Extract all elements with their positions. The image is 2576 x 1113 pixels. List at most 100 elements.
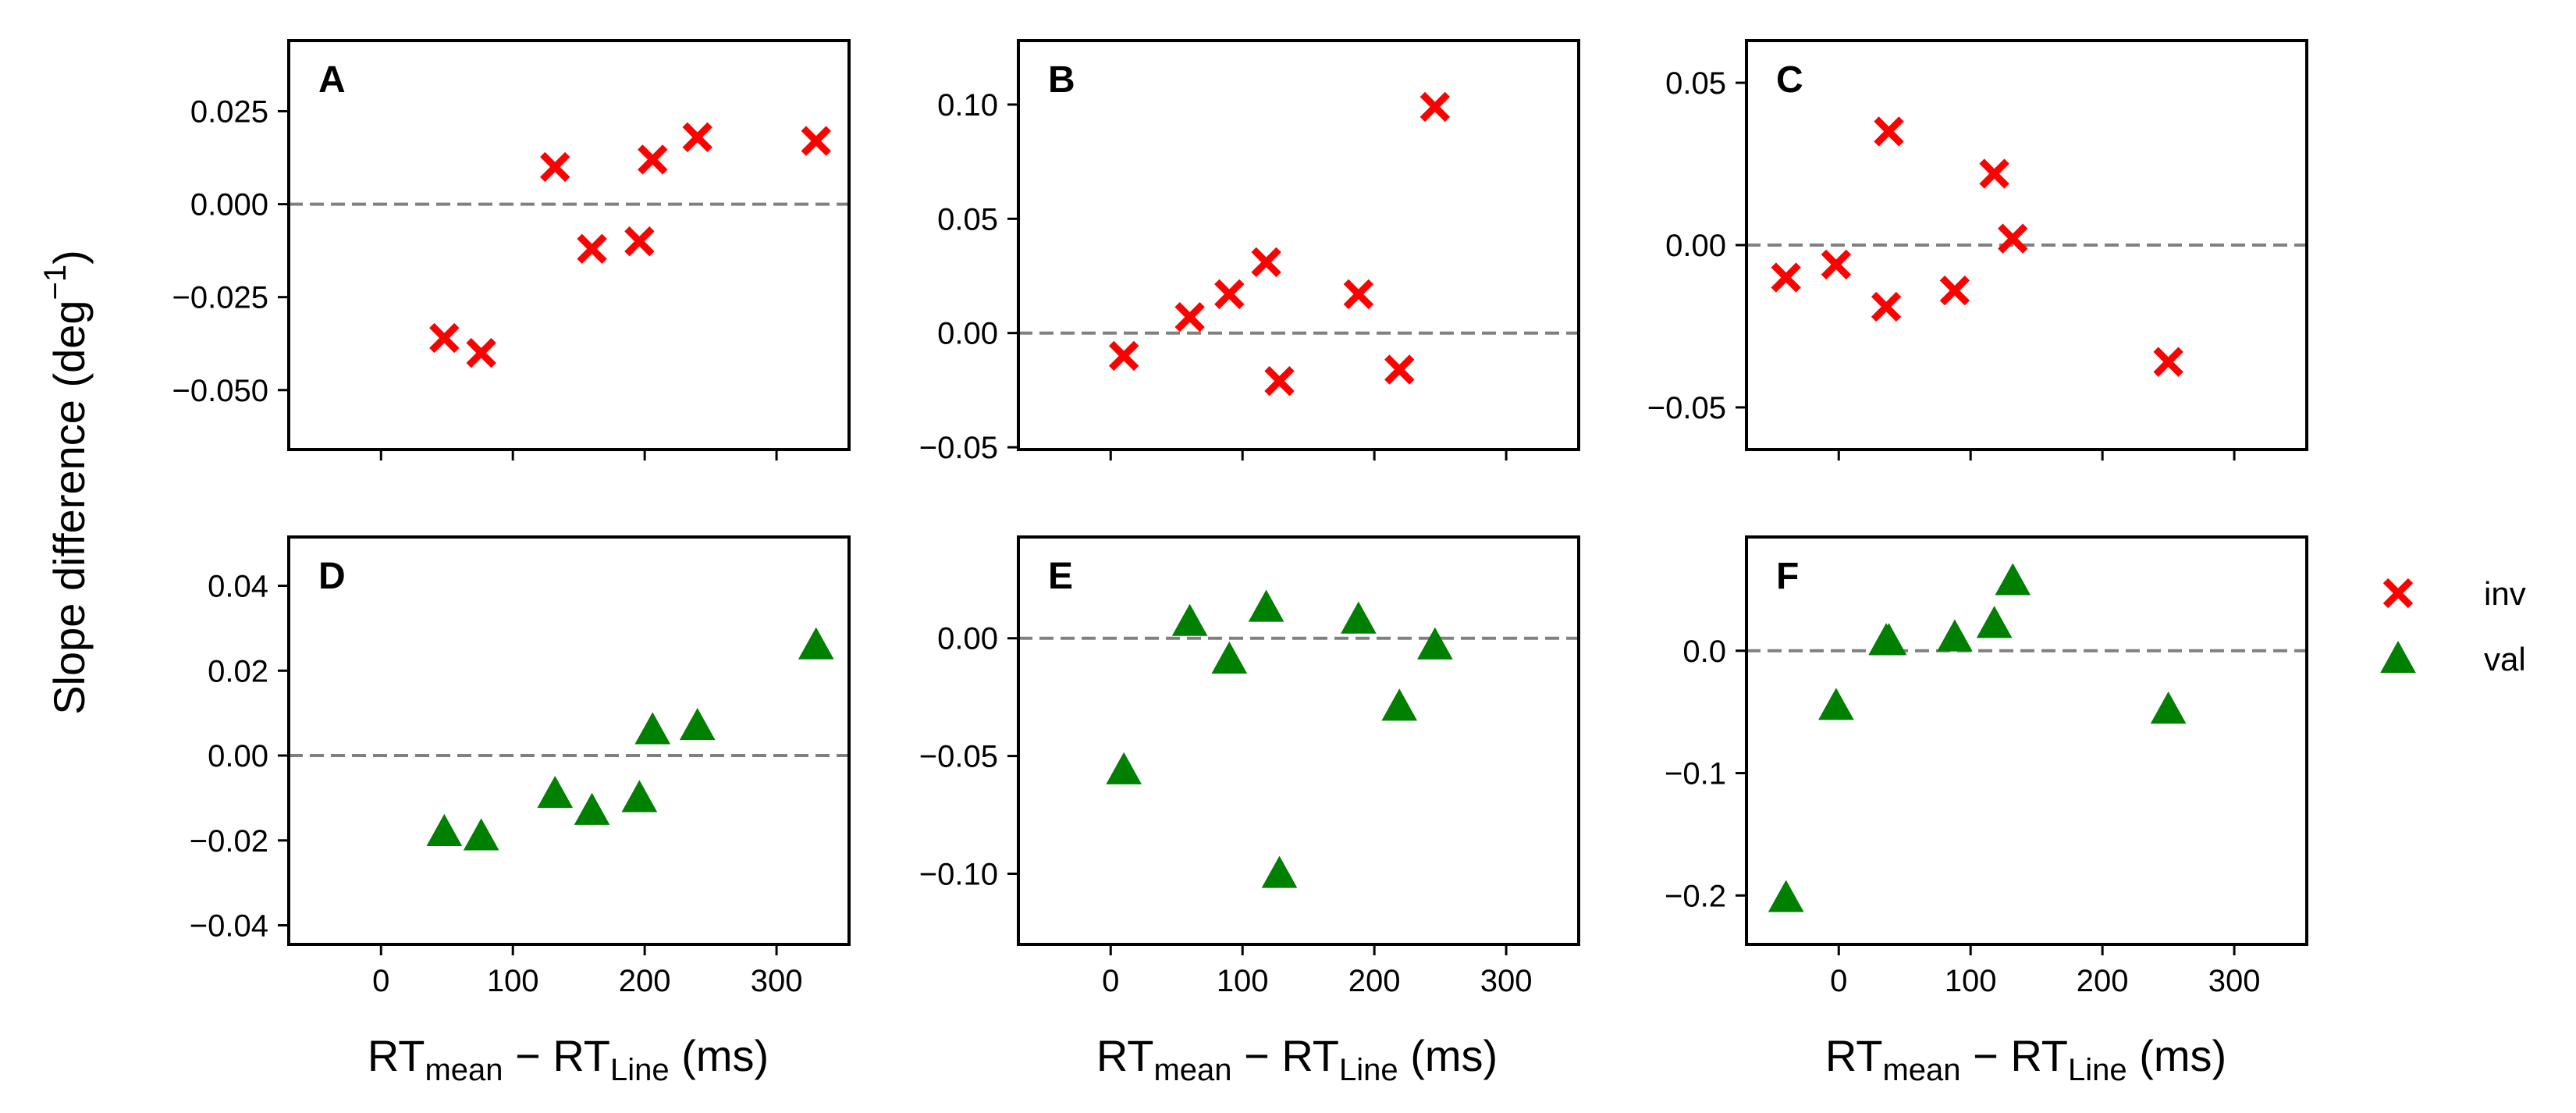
panel-b: −0.05 0.00 0.05 0.10 B [919, 39, 1580, 465]
panel-b-ytick-label: −0.05 [919, 431, 998, 465]
panel-b-ytick-label: 0.00 [937, 317, 998, 351]
panel-a-point-3-stroke-b [540, 151, 570, 183]
panel-e-point-4 [1248, 589, 1284, 622]
panel-b-point-8-stroke-b [1419, 91, 1451, 123]
panel-d-frame [287, 535, 851, 946]
panel-b-point-8 [1419, 91, 1451, 123]
panel-f-point-8 [2150, 691, 2187, 724]
panel-f-point-2 [1818, 688, 1854, 720]
panel-c-point-5 [1939, 276, 1970, 306]
panel-c-point-3-stroke-b [1871, 291, 1902, 322]
panel-f-xtick-label: 0 [1830, 964, 1847, 998]
panel-a-point-4-stroke-b [577, 233, 607, 264]
panel-c-point-2 [1821, 249, 1852, 280]
panel-a-point-2-stroke-b [466, 337, 496, 368]
panel-b-ytick-label: 0.10 [937, 88, 998, 123]
panel-b-point-3-stroke-b [1214, 279, 1245, 310]
panel-a-point-8-stroke-b [801, 126, 831, 156]
panel-a: −0.050 −0.025 0.000 0.025 A [172, 39, 851, 460]
panel-d-point-7 [679, 707, 716, 741]
panel-a-point-6-stroke-b [638, 144, 668, 175]
panels-layer: −0.050−0.0250.0000.025A−0.050.000.050.10… [172, 39, 2308, 998]
panel-d-xtick-label: 300 [751, 964, 803, 998]
panel-a-point-8 [801, 126, 831, 156]
panel-b-point-4 [1251, 247, 1281, 278]
panel-d-xtick-label: 100 [487, 964, 539, 998]
panel-e-letter: E [1048, 556, 1073, 597]
panel-d-point-4 [574, 792, 610, 825]
panel-b-point-6-stroke-b [1343, 279, 1374, 310]
panel-a-point-7 [682, 122, 712, 153]
panel-c-point-8 [2153, 347, 2183, 377]
panel-a-ytick-label: −0.050 [172, 374, 268, 408]
panel-a-point-5 [624, 226, 655, 257]
panel-e-point-3 [1211, 641, 1248, 674]
panel-f-frame [1745, 535, 2308, 946]
panel-f-xtick-label: 100 [1945, 964, 1997, 998]
panel-e-ytick-label: 0.00 [937, 622, 998, 656]
panel-c-point-3 [1871, 291, 1902, 322]
panel-b-point-5 [1264, 365, 1295, 396]
panel-d-ytick-label: 0.00 [208, 739, 268, 773]
panel-c-point-4 [1874, 116, 1904, 147]
panel-b-point-2 [1174, 302, 1205, 332]
panel-d-point-3 [537, 775, 574, 809]
panel-b-point-1-stroke-b [1108, 340, 1139, 372]
panel-d-point-2 [463, 818, 499, 851]
panel-c-point-6-stroke-b [1979, 158, 2009, 189]
panel-e-point-1 [1106, 752, 1142, 784]
panel-f-xtick-label: 300 [2208, 964, 2261, 998]
panel-e-xtick-label: 300 [1480, 964, 1533, 998]
panel-e-point-7 [1381, 688, 1418, 721]
panel-d-xtick-label: 200 [619, 964, 671, 998]
panel-b-point-6 [1343, 279, 1374, 310]
panel-c-point-6 [1979, 158, 2009, 189]
panel-f-point-5 [1937, 619, 1973, 652]
panel-e-point-2 [1171, 603, 1208, 636]
panel-d-point-5 [621, 780, 658, 813]
panel-f-point-7 [1995, 563, 2031, 596]
panel-f: −0.2 −0.1 0.0 0 100 200 300 F [1665, 535, 2308, 998]
panel-f-letter: F [1776, 556, 1799, 597]
panel-b-point-4-stroke-b [1251, 247, 1281, 278]
panel-b-point-2-stroke-b [1174, 302, 1205, 332]
panel-c-point-7 [1998, 223, 2028, 254]
panel-b-point-1 [1108, 340, 1139, 372]
panel-e-ytick-label: −0.05 [919, 740, 998, 774]
legend-val-label: val [2484, 641, 2526, 677]
x-axis-label-col-1: RTmean − RTLine (ms) [368, 1031, 769, 1087]
y-axis-label: Slope difference (deg−1) [38, 250, 94, 715]
panel-a-point-2 [466, 337, 496, 368]
legend-inv-marker-stroke-b [2382, 578, 2414, 609]
panel-a-point-1-stroke-b [429, 322, 460, 354]
panel-d-ytick-label: 0.04 [208, 570, 268, 604]
panel-c-letter: C [1776, 59, 1803, 101]
panel-d-point-8 [798, 627, 834, 660]
panel-c-frame [1745, 39, 2308, 451]
panel-c: −0.05 0.00 0.05 C [1647, 39, 2308, 460]
panel-c-point-7-stroke-b [1998, 223, 2028, 254]
panel-c-point-2-stroke-b [1821, 249, 1852, 280]
panel-c-point-5-stroke-b [1939, 276, 1970, 306]
panel-e-point-6 [1341, 601, 1377, 634]
x-axis-label-col-3: RTmean − RTLine (ms) [1825, 1031, 2226, 1087]
panel-d-xtick-label: 0 [372, 964, 389, 998]
panel-d-point-6 [634, 712, 671, 745]
panel-a-frame [287, 39, 851, 451]
panel-a-point-4 [577, 233, 607, 264]
panel-f-ytick-label: 0.0 [1682, 635, 1726, 669]
panel-d-letter: D [318, 556, 346, 597]
panel-d-ytick-label: −0.02 [190, 824, 268, 859]
panel-c-point-1 [1771, 262, 1801, 293]
panel-b-point-5-stroke-b [1264, 365, 1295, 396]
panel-f-point-6 [1976, 606, 2013, 638]
panel-e-point-8 [1417, 627, 1453, 660]
panel-b-ytick-label: 0.05 [937, 202, 998, 236]
panel-a-ytick-label: 0.025 [190, 95, 268, 130]
panel-c-point-8-stroke-b [2153, 347, 2183, 377]
panel-e-ytick-label: −0.10 [919, 857, 998, 891]
legend: inv val [2380, 575, 2526, 677]
panel-f-point-1 [1768, 880, 1804, 912]
panel-a-point-1 [429, 322, 460, 354]
